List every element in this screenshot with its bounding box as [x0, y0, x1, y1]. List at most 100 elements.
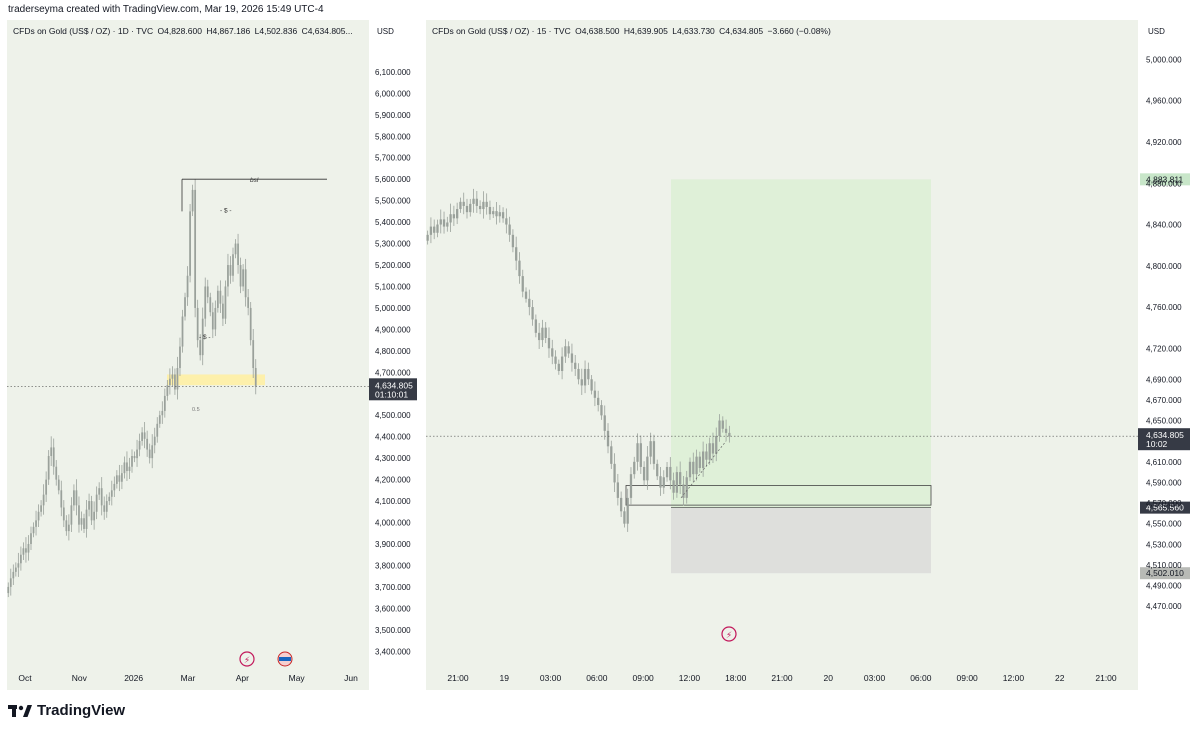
intraday-candle-body — [613, 463, 616, 483]
daily-candle-body — [186, 275, 189, 298]
intraday-y-tick: 4,670.000 — [1146, 396, 1182, 405]
intraday-candle-body — [475, 198, 478, 206]
daily-candle-body — [25, 548, 27, 553]
intraday-earnings-event-icon — [721, 626, 737, 642]
intraday-x-tick: 09:00 — [633, 673, 655, 683]
intraday-y-tick: 4,880.000 — [1146, 179, 1182, 188]
intraday-candle-body — [652, 441, 656, 464]
daily-y-tick: 3,800.000 — [375, 561, 411, 570]
daily-candle-body — [73, 490, 75, 506]
tradingview-brand: TradingView — [37, 702, 126, 719]
intraday-candle-body — [587, 368, 590, 380]
daily-y-tick: 3,900.000 — [375, 540, 411, 549]
daily-candle-body — [176, 368, 179, 390]
intraday-candle-body — [469, 203, 472, 213]
daily-earnings-event-icon — [239, 651, 255, 667]
intraday-chart-panel[interactable]: CFDs on Gold (US$ / OZ) · 15 · TVC O4,63… — [426, 20, 1194, 690]
daily-candle-body — [151, 445, 154, 459]
intraday-y-tick: 4,470.000 — [1146, 602, 1182, 611]
intraday-candle-body — [508, 224, 511, 235]
intraday-legend-high: H4,639.905 — [623, 26, 668, 36]
daily-candle-body — [247, 297, 250, 308]
daily-chart-svg[interactable]: 6,100.000 6,000.000 5,900.000 5,800.000 5,70… — [7, 20, 421, 690]
daily-candle-body — [189, 211, 191, 276]
intraday-candle-body — [524, 291, 528, 299]
daily-candle-body — [126, 462, 128, 472]
daily-candle-body — [244, 269, 247, 298]
daily-x-tick: Jun — [344, 673, 358, 683]
daily-x-tick: May — [289, 673, 306, 683]
daily-candle-body — [12, 571, 15, 579]
intraday-candle-body — [544, 327, 547, 338]
intraday-candle-body — [593, 390, 597, 398]
intraday-candle-body — [580, 379, 583, 386]
intraday-candle-body — [456, 209, 459, 219]
daily-candle-body — [156, 423, 159, 437]
intraday-candle-body — [656, 463, 659, 477]
intraday-candle-body — [459, 201, 462, 210]
intraday-candle-body — [708, 443, 711, 460]
daily-candle-body — [194, 189, 197, 308]
daily-candle-body — [229, 265, 232, 276]
intraday-candle-body — [583, 368, 587, 386]
daily-y-tick: 5,800.000 — [375, 132, 411, 141]
intraday-candle-body — [679, 472, 682, 485]
daily-legend-open: O4,828.600 — [157, 26, 202, 36]
intraday-earnings-event-glyph: ⚡ — [726, 630, 732, 640]
intraday-stop-price-label: 4,502.010 — [1146, 568, 1184, 578]
daily-candle-body — [98, 488, 101, 495]
daily-candle-body — [110, 490, 113, 497]
intraday-candle-body — [482, 201, 485, 210]
intraday-y-tick: 4,840.000 — [1146, 221, 1182, 230]
daily-y-tick: 3,500.000 — [375, 626, 411, 635]
intraday-candle-body — [619, 497, 623, 512]
daily-candle-body — [242, 269, 244, 287]
intraday-candle-body — [574, 362, 577, 369]
tradingview-footer: TradingView — [8, 702, 125, 719]
daily-candle-body — [55, 466, 58, 480]
daily-candle-body — [206, 286, 209, 298]
intraday-last-price-box — [1138, 428, 1190, 451]
intraday-candle-body — [672, 480, 675, 493]
intraday-candle-body — [577, 368, 580, 380]
daily-candle-body — [90, 501, 93, 521]
intraday-candle-body — [492, 211, 495, 215]
daily-y-tick: 4,500.000 — [375, 411, 411, 420]
daily-candle-body — [32, 526, 35, 534]
daily-candle-body — [9, 578, 12, 587]
daily-candle-body — [174, 374, 176, 390]
intraday-candle-body — [521, 276, 524, 292]
intraday-y-tick: 4,800.000 — [1146, 262, 1182, 271]
intraday-chart-svg[interactable]: 4,883.811 4,565.560 4,502.010 5,000.000 4,96… — [426, 20, 1194, 690]
daily-chart-panel[interactable]: CFDs on Gold (US$ / OZ) · 1D · TVC O4,82… — [7, 20, 421, 690]
daily-liquidity-high-label: - $ - — [220, 207, 232, 214]
intraday-candle-body — [688, 461, 692, 478]
intraday-candle-body — [597, 397, 600, 406]
intraday-candle-body — [462, 201, 465, 206]
intraday-entry-price-box — [1140, 501, 1190, 514]
daily-legend-low: L4,502.836 — [254, 26, 298, 36]
daily-candle-body — [158, 415, 161, 424]
daily-candle-body — [40, 505, 42, 512]
intraday-candle-body — [590, 379, 593, 391]
daily-x-tick: Oct — [18, 673, 32, 683]
intraday-candle-body — [728, 432, 731, 437]
intraday-candle-body — [649, 441, 652, 457]
daily-y-tick: 5,000.000 — [375, 304, 411, 313]
daily-candle-body — [67, 524, 70, 532]
intraday-x-tick: 12:00 — [679, 673, 701, 683]
daily-y-tick: 4,300.000 — [375, 454, 411, 463]
daily-candle-body — [123, 462, 126, 474]
daily-candle-body — [75, 490, 78, 506]
intraday-candle-body — [705, 451, 708, 460]
daily-candle-body — [209, 297, 212, 313]
intraday-stop-price-box — [1140, 567, 1190, 580]
daily-candle-body — [214, 307, 217, 330]
intraday-x-tick: 03:00 — [540, 673, 562, 683]
daily-candle-body — [179, 346, 181, 369]
daily-candle-body — [88, 501, 90, 510]
daily-price-axis[interactable] — [369, 20, 421, 690]
intraday-y-tick: 4,490.000 — [1146, 582, 1182, 591]
daily-us-flag-stripe-icon — [279, 657, 291, 661]
intraday-candle-body — [478, 205, 482, 210]
